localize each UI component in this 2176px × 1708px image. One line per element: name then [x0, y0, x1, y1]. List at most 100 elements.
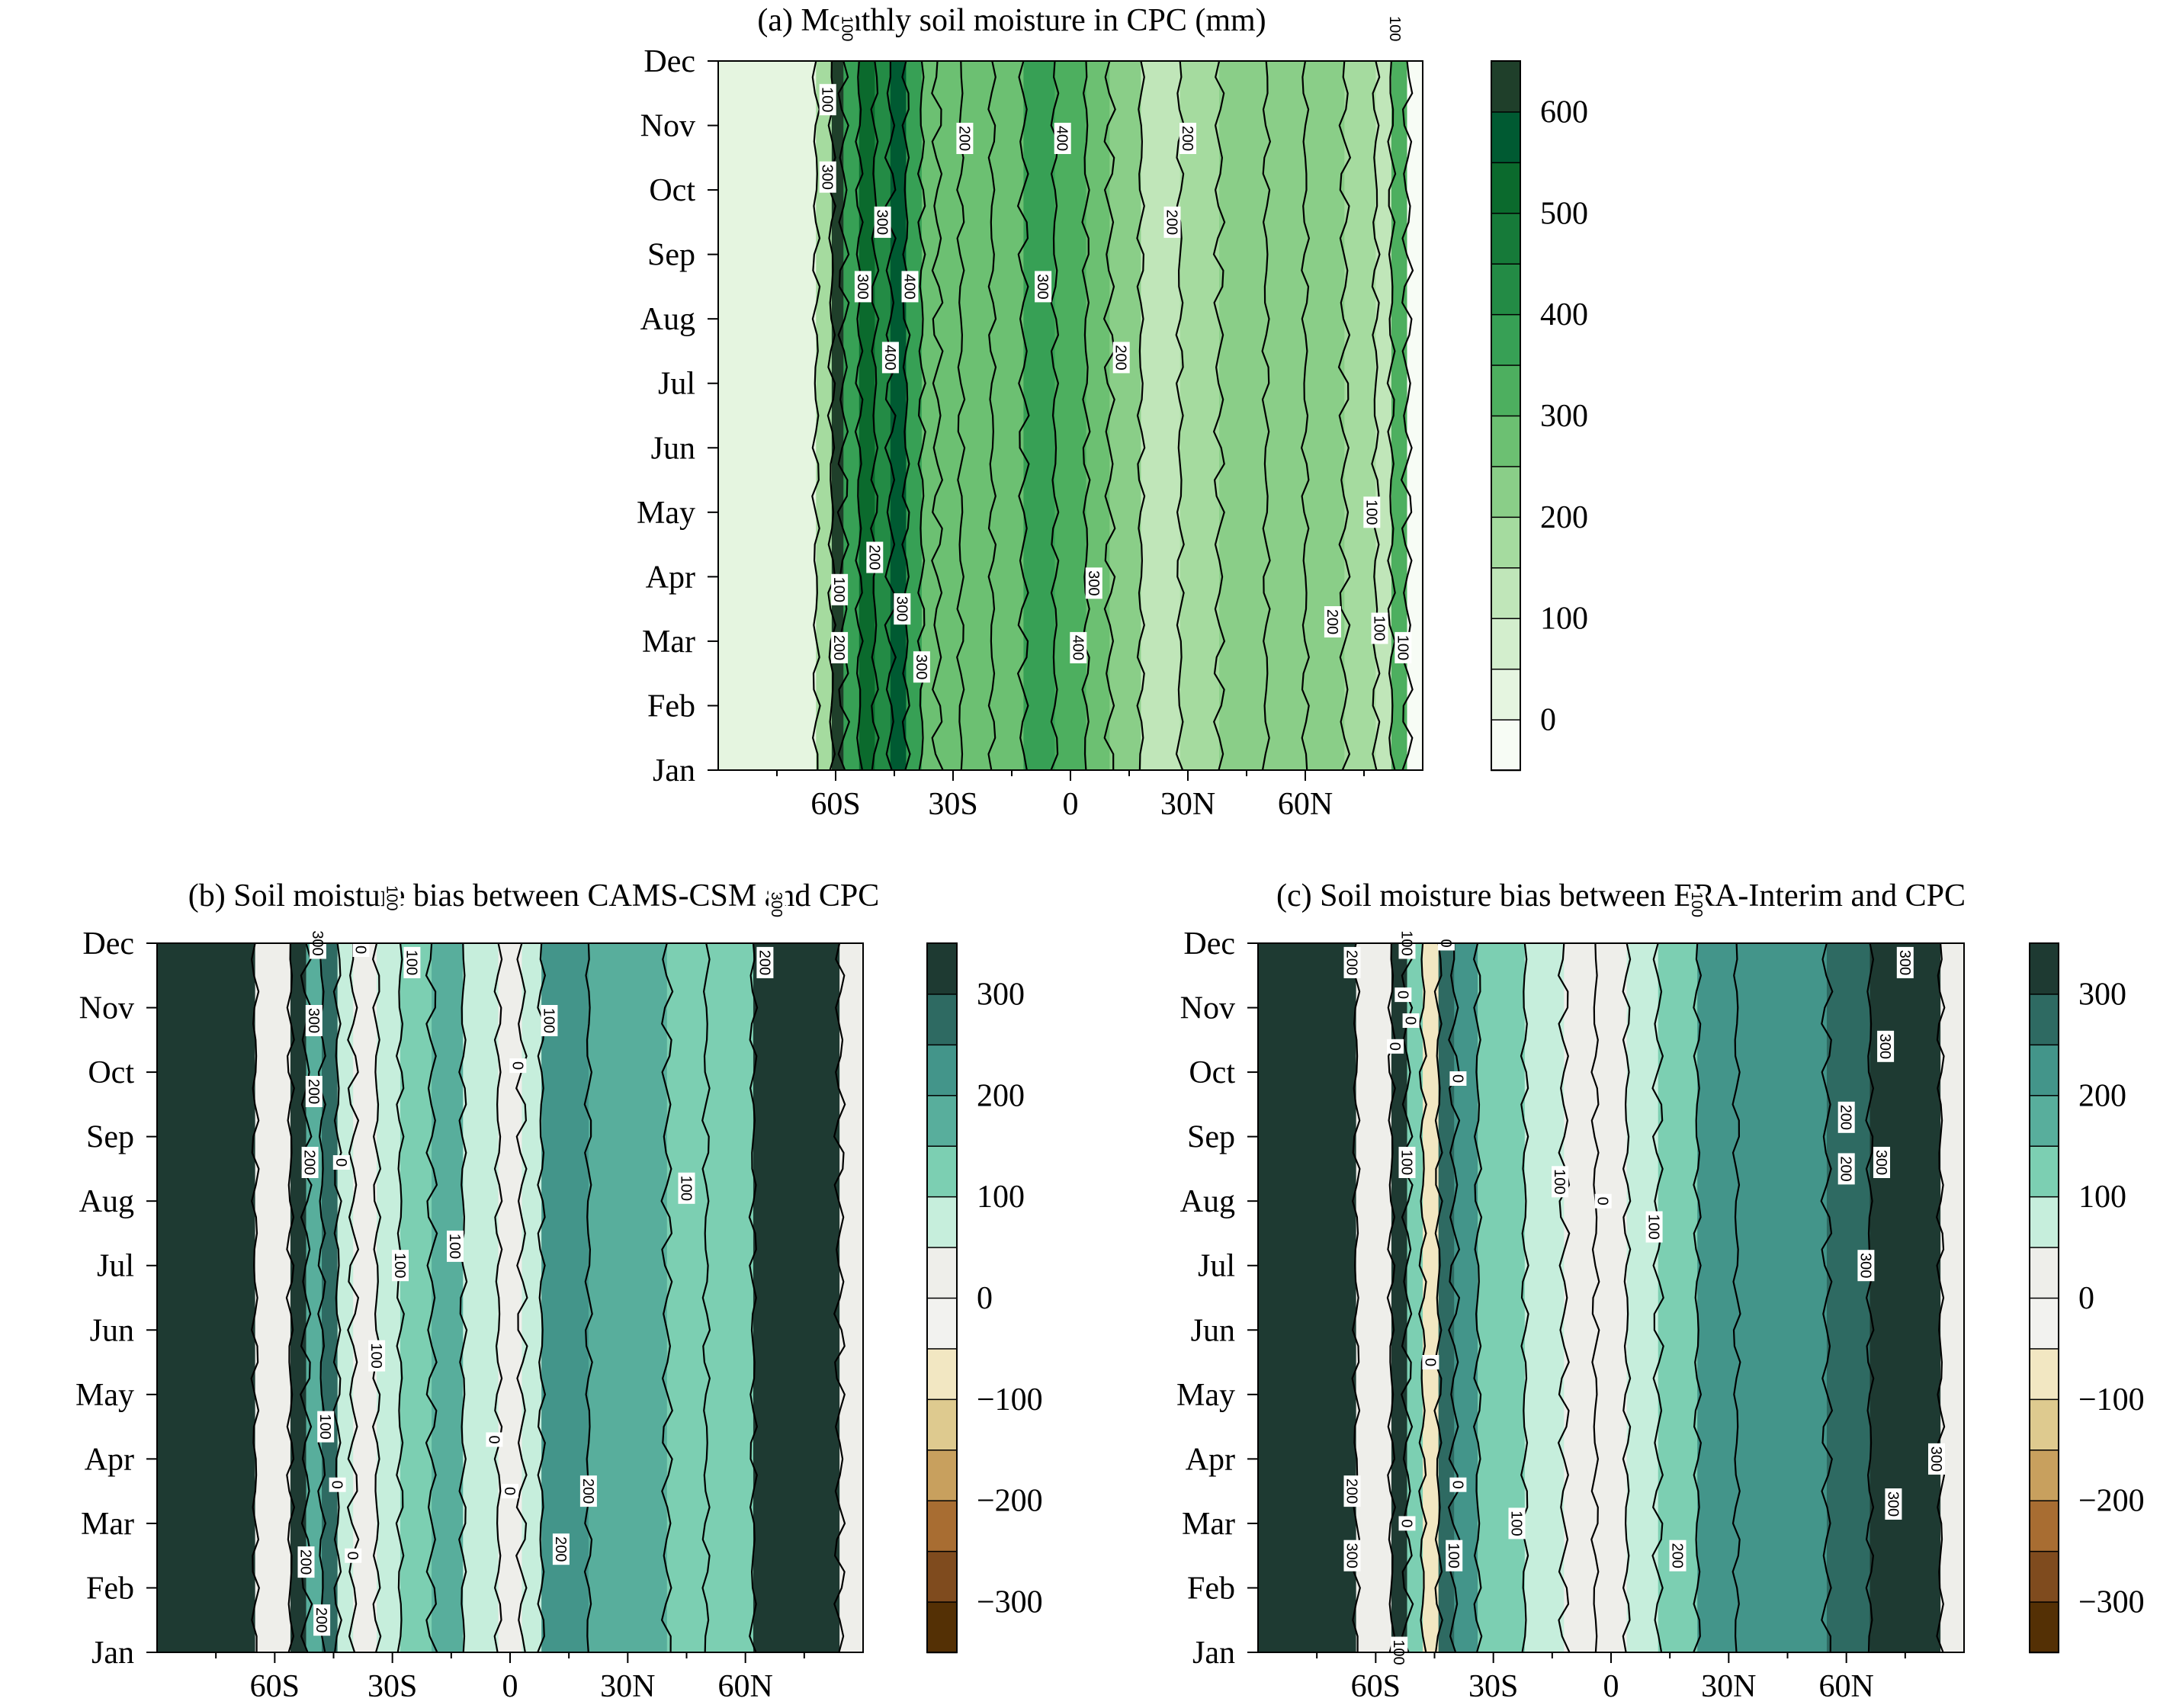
- x-tick-label: 60N: [1818, 1669, 1873, 1704]
- contour-line-16: [1865, 943, 1875, 1652]
- svg-text:100: 100: [1371, 615, 1388, 640]
- contour-line-21: [1337, 61, 1352, 770]
- contour-label: 0: [332, 1155, 350, 1170]
- contour-label: 100: [1371, 612, 1388, 644]
- contour-line-6: [346, 943, 360, 1652]
- band-0: [157, 943, 256, 1652]
- x-tick-label: 30N: [1701, 1669, 1756, 1704]
- svg-text:300: 300: [819, 165, 836, 190]
- contour-line-9: [1557, 943, 1571, 1652]
- y-tick-label: Nov: [79, 991, 134, 1026]
- panel-c-colorbar: 300 200 100 0 −100 −200 −300: [2029, 942, 2145, 1654]
- y-tick-label: Aug: [79, 1184, 134, 1219]
- contour-label: 100: [1386, 13, 1404, 45]
- y-tick-label: Jan: [1192, 1636, 1235, 1671]
- x-tick-label: 60S: [1351, 1669, 1401, 1704]
- band-0: [718, 61, 817, 770]
- y-tick-label: Nov: [1180, 991, 1235, 1026]
- colorbar-swatch: [2029, 1297, 2059, 1350]
- colorbar-tick-label: −100: [977, 1382, 1043, 1417]
- colorbar-tick-label: 100: [977, 1180, 1025, 1215]
- band-18: [1219, 61, 1267, 770]
- y-tick-label: Jun: [1191, 1313, 1235, 1348]
- band-8: [400, 943, 432, 1652]
- colorbar-swatch: [926, 1499, 958, 1552]
- y-tick-label: Feb: [1187, 1571, 1235, 1606]
- contour-label: 0: [352, 942, 370, 957]
- contour-label: 0: [1449, 1477, 1467, 1492]
- contour-label: 300: [893, 593, 911, 625]
- y-tick-label: Aug: [640, 302, 695, 337]
- colorbar-tick-label: 200: [2078, 1078, 2126, 1113]
- colorbar-swatch: [2029, 942, 2059, 995]
- contour-label: 300: [305, 1005, 323, 1036]
- y-tick-label: Apr: [1186, 1442, 1235, 1477]
- svg-text:200: 200: [1669, 1543, 1686, 1568]
- band-21: [1344, 61, 1376, 770]
- contour-label: 0: [485, 1432, 503, 1447]
- contour-line-6: [1447, 943, 1461, 1652]
- panel-a-title: (a) Monthly soil moisture in CPC (mm): [757, 3, 1266, 38]
- svg-text:300: 300: [1857, 1253, 1873, 1278]
- svg-text:200: 200: [313, 1607, 329, 1633]
- svg-text:200: 200: [297, 1549, 314, 1575]
- contour-line-1: [1351, 943, 1361, 1652]
- contour-line-12: [1016, 61, 1030, 770]
- colorbar-swatch: [2029, 1550, 2059, 1603]
- colorbar-tick-label: 100: [2078, 1180, 2126, 1215]
- svg-text:200: 200: [552, 1536, 569, 1562]
- svg-text:200: 200: [830, 635, 847, 660]
- colorbar-swatch: [1491, 60, 1521, 113]
- contour-label: 100: [384, 882, 401, 914]
- svg-text:400: 400: [1054, 126, 1070, 151]
- svg-text:300: 300: [854, 274, 871, 299]
- colorbar-swatch: [1491, 162, 1521, 214]
- contour-label: 0: [501, 1484, 518, 1499]
- y-tick-label: Nov: [640, 109, 695, 144]
- band-16: [1141, 61, 1181, 770]
- band-8: [921, 61, 938, 770]
- colorbar-swatch: [926, 1297, 958, 1350]
- contour-line-18: [1212, 61, 1226, 770]
- band-4: [859, 61, 875, 770]
- contour-label: 200: [1837, 1153, 1855, 1185]
- contour-line-16: [701, 943, 711, 1652]
- band-1: [1356, 943, 1392, 1652]
- contour-line-8: [395, 943, 405, 1652]
- x-tick-label: 30S: [928, 787, 977, 822]
- svg-text:100: 100: [819, 87, 836, 112]
- contour-label: 0: [1398, 1516, 1416, 1531]
- contour-label: 400: [901, 271, 919, 303]
- colorbar-swatch: [926, 1044, 958, 1096]
- colorbar-swatch: [2029, 1499, 2059, 1552]
- colorbar-swatch: [1491, 313, 1521, 366]
- svg-text:300: 300: [1927, 1446, 1944, 1472]
- contour-label: 300: [1034, 271, 1052, 303]
- svg-text:200: 200: [756, 950, 772, 975]
- x-tick-label: 0: [502, 1669, 518, 1704]
- svg-text:100: 100: [1645, 1214, 1662, 1239]
- band-17: [753, 943, 840, 1652]
- contour-label: 200: [1343, 1475, 1361, 1507]
- contour-label: 200: [301, 1147, 319, 1178]
- contour-label: 0: [329, 1477, 346, 1492]
- svg-text:300: 300: [874, 210, 891, 235]
- colorbar-swatch: [926, 1347, 958, 1401]
- y-tick-label: Jan: [91, 1636, 134, 1671]
- contour-label: 200: [1112, 342, 1130, 374]
- y-tick-label: Aug: [1180, 1184, 1235, 1219]
- y-tick-label: Jun: [90, 1313, 134, 1348]
- contour-label: 300: [913, 651, 930, 683]
- band-16: [706, 943, 754, 1652]
- colorbar-swatch: [2029, 1347, 2059, 1401]
- svg-text:0: 0: [485, 1435, 502, 1443]
- svg-text:400: 400: [881, 345, 898, 370]
- contour-line-16: [1136, 61, 1146, 770]
- colorbar-tick-label: 300: [2078, 977, 2126, 1012]
- colorbar-swatch: [926, 1145, 958, 1198]
- x-tick-label: 60S: [250, 1669, 300, 1704]
- y-tick-label: May: [637, 496, 695, 531]
- svg-text:100: 100: [1398, 1150, 1415, 1175]
- band-2: [1391, 943, 1407, 1652]
- band-11: [498, 943, 522, 1652]
